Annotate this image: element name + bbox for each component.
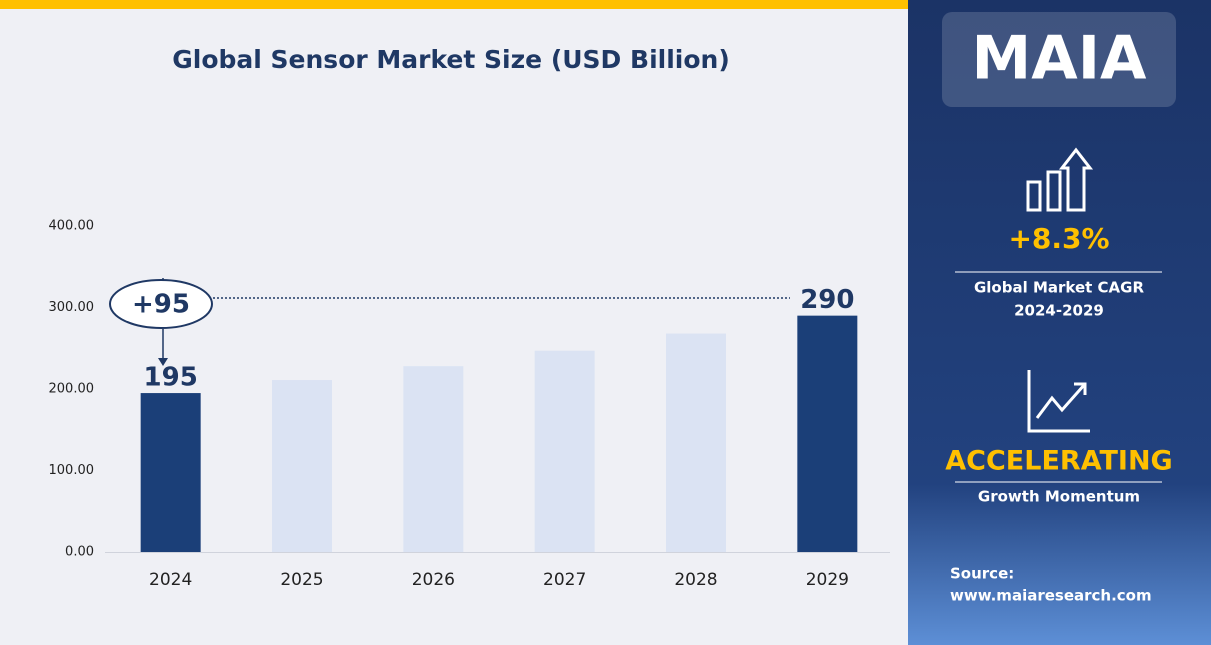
cagr-label: Global Market CAGR <box>974 279 1144 297</box>
x-tick-label: 2028 <box>674 570 717 590</box>
bar <box>403 366 464 552</box>
y-tick-label: 100.00 <box>49 463 95 478</box>
value-label: 195 <box>144 363 198 393</box>
x-tick-label: 2024 <box>149 570 192 590</box>
chart-title: Global Sensor Market Size (USD Billion) <box>172 45 730 74</box>
y-tick-label: 400.00 <box>49 219 95 234</box>
brand-box <box>942 12 1176 107</box>
y-tick-label: 200.00 <box>49 382 95 397</box>
value-label: 290 <box>800 285 854 315</box>
cagr-value: +8.3% <box>1008 222 1109 255</box>
x-tick-label: 2026 <box>412 570 455 590</box>
annotation-text: +95 <box>132 290 190 320</box>
bar <box>666 333 726 552</box>
bar <box>797 315 858 552</box>
sidebar <box>908 0 1211 645</box>
cagr-period: 2024-2029 <box>1014 302 1104 320</box>
source-url: www.maiaresearch.com <box>950 587 1152 605</box>
y-tick-label: 0.00 <box>65 545 94 560</box>
y-tick-label: 300.00 <box>49 300 95 315</box>
bar <box>272 380 332 552</box>
momentum-label: Growth Momentum <box>978 488 1140 506</box>
plot: 0.00 100.00 200.00 300.00 400.00 2024 195 2025 2… <box>49 219 858 590</box>
x-tick-label: 2029 <box>806 570 849 590</box>
x-tick-label: 2027 <box>543 570 586 590</box>
arrow-head <box>158 358 168 366</box>
growth-icon <box>1026 147 1094 212</box>
momentum: ACCELERATING <box>945 446 1172 477</box>
trend-icon <box>1027 370 1090 433</box>
top-accent <box>0 0 908 9</box>
annotation-bubble <box>109 279 213 329</box>
x-tick-label: 2025 <box>280 570 323 590</box>
bar <box>534 350 595 552</box>
brand: MAIA <box>972 24 1147 94</box>
bar <box>140 393 201 552</box>
source-label: Source: <box>950 565 1014 583</box>
